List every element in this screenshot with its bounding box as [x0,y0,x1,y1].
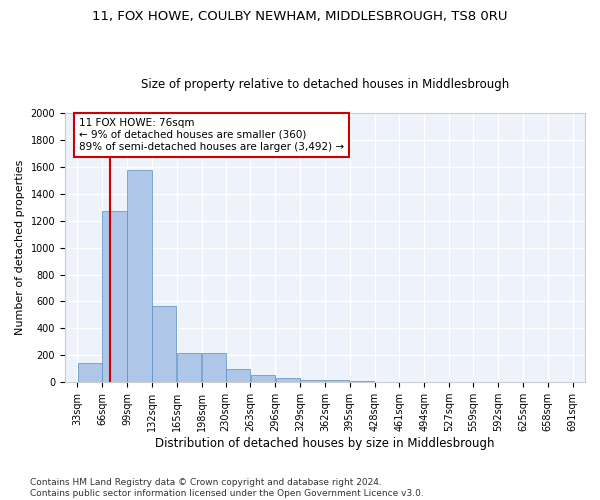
Text: 11 FOX HOWE: 76sqm
← 9% of detached houses are smaller (360)
89% of semi-detache: 11 FOX HOWE: 76sqm ← 9% of detached hous… [79,118,344,152]
Y-axis label: Number of detached properties: Number of detached properties [15,160,25,336]
Title: Size of property relative to detached houses in Middlesbrough: Size of property relative to detached ho… [141,78,509,91]
Bar [202,352,226,382]
Text: 11, FOX HOWE, COULBY NEWHAM, MIDDLESBROUGH, TS8 0RU: 11, FOX HOWE, COULBY NEWHAM, MIDDLESBROU… [92,10,508,23]
Bar [77,364,102,382]
Bar [325,380,349,382]
Bar [226,370,250,382]
Bar [177,352,201,382]
Bar [152,306,176,382]
Bar [301,380,325,382]
Bar [350,381,374,382]
Bar [251,376,275,382]
Bar [103,212,127,382]
X-axis label: Distribution of detached houses by size in Middlesbrough: Distribution of detached houses by size … [155,437,495,450]
Bar [275,378,300,382]
Text: Contains HM Land Registry data © Crown copyright and database right 2024.
Contai: Contains HM Land Registry data © Crown c… [30,478,424,498]
Bar [127,170,152,382]
